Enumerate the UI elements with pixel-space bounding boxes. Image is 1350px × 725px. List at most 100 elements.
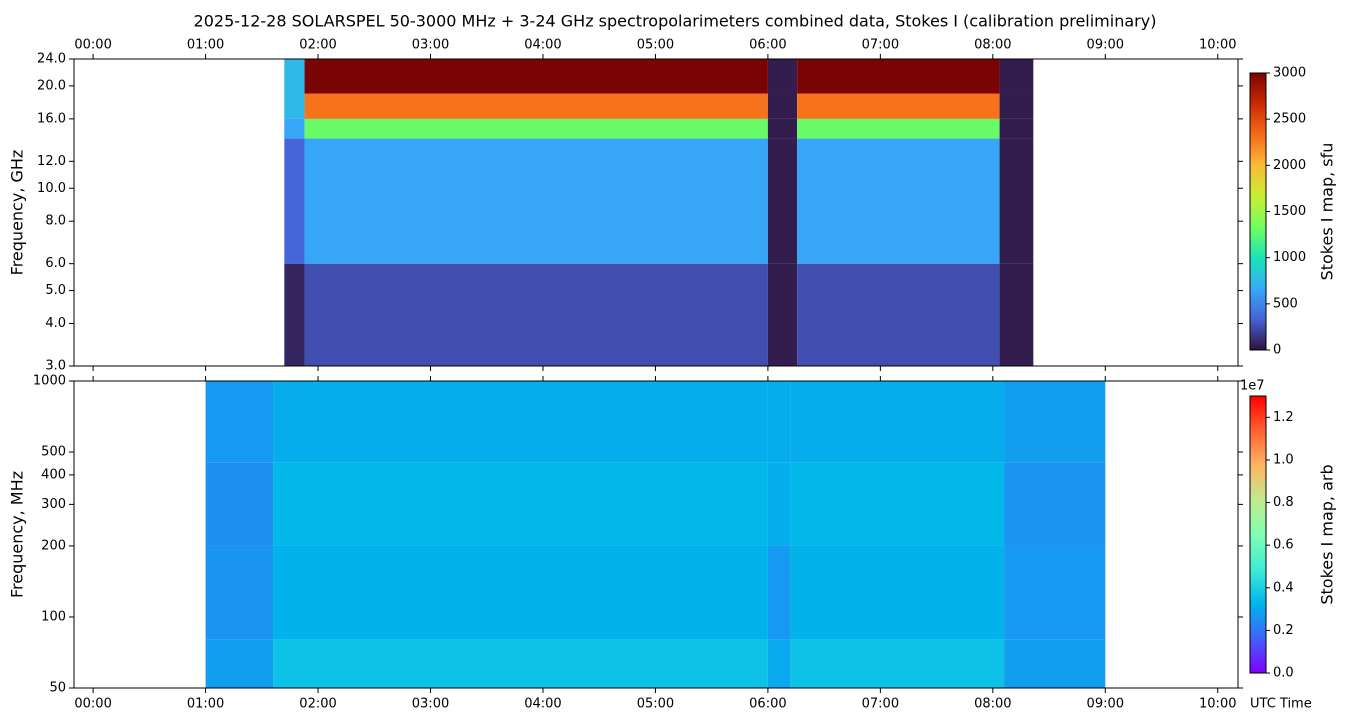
x-tick-label: 04:00 xyxy=(524,38,561,53)
spectrum-cell xyxy=(205,462,274,546)
y-tick-label: 16.0 xyxy=(37,111,66,126)
x-tick-label: 09:00 xyxy=(1087,697,1124,712)
spectrum-cell xyxy=(273,545,768,640)
spectrum-cell xyxy=(304,138,768,264)
x-tick-label: 06:00 xyxy=(749,697,786,712)
x-tick-label: 02:00 xyxy=(299,38,336,53)
y-tick-label: 10.0 xyxy=(37,181,66,196)
spectrum-cell xyxy=(284,263,305,366)
x-tick-label: 06:00 xyxy=(749,38,786,53)
x-tick-label: 03:00 xyxy=(412,38,449,53)
y-tick-label: 1000 xyxy=(33,374,66,389)
y-tick-label: 8.0 xyxy=(45,214,66,229)
x-tick-label: 07:00 xyxy=(862,38,899,53)
spectrum-cell xyxy=(767,462,791,546)
colorbar-tick-label: 500 xyxy=(1273,296,1298,311)
spectrum-cell xyxy=(767,639,791,688)
spectrum-cell xyxy=(999,118,1034,139)
colorbar-offset: 1e7 xyxy=(1240,379,1265,394)
spectrum-cell xyxy=(767,138,798,264)
spectrum-cell xyxy=(797,138,1000,264)
colorbar-label: Stokes I map, sfu xyxy=(1318,143,1337,281)
x-tick-label: 03:00 xyxy=(412,697,449,712)
colorbar-tick-label: 1500 xyxy=(1273,204,1306,219)
plot-frame xyxy=(73,58,1239,367)
y-tick-label: 400 xyxy=(41,467,66,482)
x-tick-label: 07:00 xyxy=(862,697,899,712)
x-tick-label: 09:00 xyxy=(1087,38,1124,53)
spectrum-cell xyxy=(767,118,798,139)
y-tick-label: 200 xyxy=(41,538,66,553)
y-tick-label: 500 xyxy=(41,445,66,460)
spectrum-cell xyxy=(284,118,305,139)
colorbar xyxy=(1249,395,1267,674)
y-tick-label: 100 xyxy=(41,609,66,624)
colorbar-tick-label: 1.2 xyxy=(1273,410,1294,425)
colorbar-tick-label: 0.8 xyxy=(1273,495,1294,510)
spectrum-cell xyxy=(1004,545,1106,640)
spectrum-cell xyxy=(999,93,1034,119)
y-tick-label: 4.0 xyxy=(45,316,66,331)
spectrum-cell xyxy=(304,118,768,139)
plot-frame xyxy=(73,380,1239,689)
colorbar-tick-label: 0.2 xyxy=(1273,623,1294,638)
spectrum-cell xyxy=(304,263,768,366)
colorbar-tick-label: 0.0 xyxy=(1273,666,1294,681)
colorbar-tick-label: 0.4 xyxy=(1273,580,1294,595)
y-tick-label: 20.0 xyxy=(37,78,66,93)
colorbar-tick-label: 2500 xyxy=(1273,112,1306,127)
spectrum-cell xyxy=(790,545,1005,640)
x-tick-label: 02:00 xyxy=(299,697,336,712)
colorbar-label: Stokes I map, arb xyxy=(1318,464,1337,604)
colorbar xyxy=(1249,72,1267,351)
y-axis-label: Frequency, GHz xyxy=(8,150,27,276)
spectrum-cell xyxy=(1004,381,1106,463)
x-tick-label: 00:00 xyxy=(74,38,111,53)
spectrum-cell xyxy=(999,263,1034,366)
x-tick-label: 10:00 xyxy=(1199,38,1236,53)
spectrum-cell xyxy=(284,138,305,264)
x-tick-label: 01:00 xyxy=(187,697,224,712)
y-tick-label: 50 xyxy=(49,681,66,696)
y-tick-label: 5.0 xyxy=(45,283,66,298)
x-tick-label: 10:00 xyxy=(1199,697,1236,712)
y-axis-label: Frequency, MHz xyxy=(8,471,27,598)
colorbar-tick-label: 2000 xyxy=(1273,158,1306,173)
spectrum-cell xyxy=(273,639,768,688)
spectrum-cell xyxy=(205,381,274,463)
chart-title: 2025-12-28 SOLARSPEL 50-3000 MHz + 3-24 … xyxy=(194,12,1157,31)
spectrum-cell xyxy=(797,93,1000,119)
spectrum-cell xyxy=(1004,462,1106,546)
x-tick-label: 08:00 xyxy=(974,38,1011,53)
colorbar-tick-label: 1000 xyxy=(1273,250,1306,265)
y-tick-label: 24.0 xyxy=(37,52,66,67)
spectrum-cell xyxy=(999,59,1034,94)
x-tick-label: 05:00 xyxy=(637,697,674,712)
y-tick-label: 300 xyxy=(41,497,66,512)
spectrum-cell xyxy=(767,93,798,119)
spectrum-cell xyxy=(790,381,1005,463)
spectrum-cell xyxy=(304,93,768,119)
spectrum-cell xyxy=(999,138,1034,264)
spectrum-cell xyxy=(767,381,791,463)
spectrum-cell xyxy=(790,639,1005,688)
x-tick-label: 00:00 xyxy=(74,697,111,712)
spectrum-cell xyxy=(284,93,305,119)
spectrum-cell xyxy=(1004,639,1106,688)
colorbar-tick-label: 0.6 xyxy=(1273,538,1294,553)
spectrum-cell xyxy=(767,263,798,366)
y-tick-label: 3.0 xyxy=(45,359,66,374)
spectrum-cell xyxy=(205,545,274,640)
spectrum-cell xyxy=(797,118,1000,139)
y-tick-label: 12.0 xyxy=(37,154,66,169)
spectrum-cell xyxy=(790,462,1005,546)
spectrum-cell xyxy=(767,545,791,640)
spectrum-cell xyxy=(273,462,768,546)
y-tick-label: 6.0 xyxy=(45,256,66,271)
x-tick-label: 01:00 xyxy=(187,38,224,53)
spectrum-cell xyxy=(304,59,768,94)
spectrum-cell xyxy=(273,381,768,463)
spectrum-cell xyxy=(205,639,274,688)
colorbar-tick-label: 0 xyxy=(1273,343,1281,358)
